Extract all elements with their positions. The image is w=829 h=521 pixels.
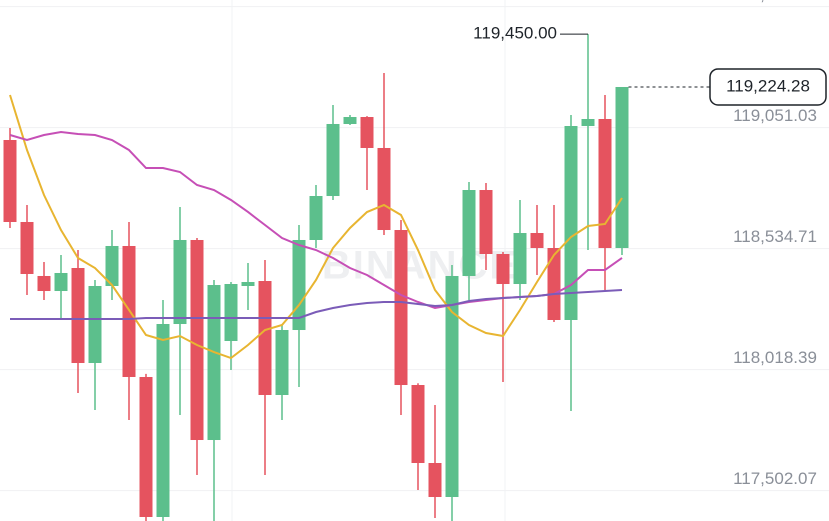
last-price-label: 119,224.28 bbox=[726, 76, 810, 95]
candle-body bbox=[20, 221, 34, 274]
candle-body bbox=[258, 281, 272, 395]
candle-body bbox=[530, 233, 544, 249]
candle-body bbox=[615, 86, 629, 249]
candle-body bbox=[190, 239, 204, 441]
last-price-box bbox=[709, 68, 827, 106]
candle-body bbox=[496, 254, 510, 285]
candle-body bbox=[3, 139, 17, 222]
candle-body bbox=[377, 147, 391, 231]
candle-body bbox=[411, 385, 425, 463]
candle-body bbox=[139, 376, 153, 517]
candle-body bbox=[343, 117, 357, 124]
candle-body bbox=[428, 462, 442, 498]
candle-body bbox=[105, 245, 119, 286]
candle-body bbox=[513, 233, 527, 285]
y-tick-label: 118,018.39 bbox=[733, 348, 817, 367]
candle-body bbox=[581, 119, 595, 127]
candle-body bbox=[445, 275, 459, 498]
y-tick-label: 117,502.07 bbox=[733, 469, 817, 488]
high-marker-label: 119,450.00 bbox=[473, 24, 557, 43]
moving-average bbox=[10, 289, 623, 320]
y-tick-label: 119,051.03 bbox=[733, 106, 817, 125]
candle-body bbox=[88, 285, 102, 364]
candle-body bbox=[224, 284, 238, 341]
candle-body bbox=[326, 123, 340, 197]
candle-body bbox=[241, 282, 255, 286]
candle-body bbox=[207, 285, 221, 441]
y-tick-label: 118,534.71 bbox=[733, 227, 817, 246]
moving-average bbox=[9, 94, 623, 360]
candle-body bbox=[360, 117, 374, 148]
candle-body bbox=[564, 126, 578, 321]
candle-body bbox=[479, 190, 493, 255]
y-tick-label: 119,567.35 bbox=[733, 0, 817, 4]
candle-body bbox=[173, 239, 187, 325]
candle-body bbox=[156, 324, 170, 517]
candle-body bbox=[598, 119, 612, 249]
candle-body bbox=[547, 248, 561, 321]
candle-body bbox=[275, 330, 289, 395]
candle-body bbox=[71, 267, 85, 364]
candle-body bbox=[54, 272, 68, 292]
candle-body bbox=[309, 196, 323, 240]
candle-body bbox=[394, 230, 408, 386]
candle-body bbox=[37, 275, 51, 292]
candle-body bbox=[462, 190, 476, 276]
